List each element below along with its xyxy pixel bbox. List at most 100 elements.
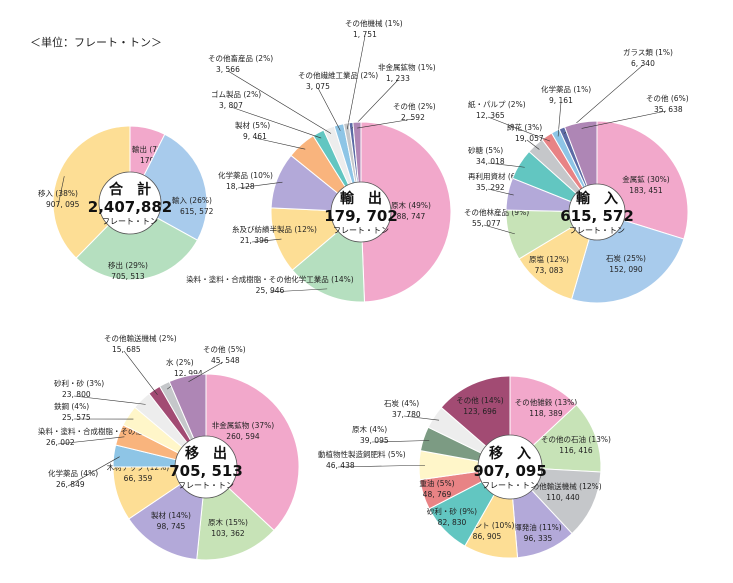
center-hole: [568, 183, 626, 241]
leader-line: [317, 87, 341, 131]
center-unit: フレート・トン: [178, 481, 234, 490]
leader-line: [487, 162, 525, 168]
slice-label: 揮発油 (11%): [514, 522, 561, 532]
slice-value: 98, 745: [157, 522, 186, 531]
slice-label: 輸入 (26%): [172, 195, 212, 205]
slice-value: 48, 769: [423, 490, 452, 499]
slice-value: 25, 575: [62, 413, 91, 422]
leader-line: [269, 288, 328, 293]
leader-line: [237, 181, 283, 189]
slice-value: 66, 359: [124, 474, 153, 483]
leader-line: [403, 415, 440, 421]
slice-value: 118, 389: [529, 409, 563, 418]
slice-value: 45, 548: [211, 356, 240, 365]
leader-line: [251, 238, 282, 243]
slice-label: その他輸送機械 (2%): [104, 333, 177, 343]
slice-value: 46, 438: [326, 461, 355, 470]
slice-label: 非金属鉱物 (37%): [212, 420, 274, 430]
slice-value: 907, 095: [46, 200, 80, 209]
slice-value: 6, 340: [631, 59, 655, 68]
slice-label: 糸及び紡績半製品 (12%): [232, 224, 317, 234]
center-hole: [330, 181, 392, 243]
slice-label: その他雑穀 (13%): [515, 397, 577, 407]
center-total: 705, 513: [169, 462, 243, 480]
pie-export: 原木 (49%) 88, 747 染料・塗料・合成樹脂・その他化学工業品 (14%)…: [186, 18, 452, 303]
slice-value: 1, 751: [353, 30, 377, 39]
leader-line: [346, 35, 366, 130]
leader-line: [371, 440, 430, 443]
pie-slice: [52, 125, 131, 259]
slice-label: 鉄鋼 (4%): [54, 401, 89, 411]
slice-value: 73, 083: [535, 266, 564, 275]
leader-line: [188, 361, 224, 383]
slice-value: 123, 696: [463, 407, 497, 416]
leader-line: [254, 137, 306, 150]
slice-label: その他機械 (1%): [345, 18, 403, 28]
leader-line: [230, 106, 322, 139]
slice-value: 21, 396: [240, 236, 269, 245]
slice-value: 1, 233: [386, 74, 410, 83]
slice-label: 移出 (29%): [108, 260, 148, 270]
slice-value: 82, 830: [438, 518, 467, 527]
leader-line: [487, 188, 514, 196]
slice-label: その他輸送機械 (12%): [524, 481, 601, 491]
slice-label: 原塩 (12%): [529, 254, 569, 264]
slice-value: 39, 095: [360, 436, 389, 445]
leader-line: [487, 116, 551, 142]
slice-value: 116, 416: [559, 446, 593, 455]
slice-value: 37, 780: [392, 410, 421, 419]
slice-value: 152, 090: [609, 265, 643, 274]
slice-value: 12, 365: [476, 111, 505, 120]
slice-label: 化学薬品 (4%): [48, 468, 98, 478]
slice-label: 紙・パルプ (2%): [468, 99, 526, 109]
slice-label: 原木 (4%): [352, 424, 387, 434]
center-title: 移 出: [185, 445, 227, 462]
slice-value: 26, 849: [56, 480, 85, 489]
leader-line: [57, 436, 125, 445]
pie-domestic-outbound: 非金属鉱物 (37%) 260, 594 原木 (15%) 103, 362 製材 (1…: [38, 333, 300, 561]
pie-slice: [518, 210, 598, 300]
center-total: 179, 702: [324, 207, 398, 225]
slice-label: 金属鉱 (30%): [622, 174, 669, 184]
slice-label: 化学薬品 (10%): [218, 170, 273, 180]
slice-value: 15, 685: [112, 345, 141, 354]
leader-line: [337, 464, 426, 468]
slice-label: 非金属鉱物 (1%): [378, 62, 436, 72]
slice-label: 原木 (49%): [391, 200, 431, 210]
slice-value: 3, 075: [306, 82, 330, 91]
slice-label: 石炭 (25%): [606, 254, 646, 263]
center-hole: [98, 171, 162, 235]
slice-label: 重油 (5%): [419, 478, 454, 488]
center-title: 合 計: [109, 181, 151, 198]
leader-line: [357, 118, 414, 129]
center-total: 907, 095: [473, 462, 547, 480]
center-title: 移 入: [489, 445, 531, 462]
center-total: 2,407,882: [88, 198, 172, 216]
center-unit: フレート・トン: [102, 217, 158, 226]
slice-value: 615, 572: [180, 207, 214, 216]
slice-label: 製材 (5%): [235, 120, 270, 130]
slice-value: 35, 292: [476, 183, 505, 192]
slice-label: 砂利・砂 (3%): [54, 378, 104, 388]
pie-slice: [75, 202, 199, 281]
slice-label: 石炭 (4%): [384, 399, 419, 408]
leader-line: [581, 110, 667, 129]
leader-line: [227, 70, 332, 134]
slice-value: 183, 451: [629, 186, 663, 195]
center-title: 輸 入: [576, 190, 618, 207]
slice-value: 3, 566: [216, 65, 240, 74]
slice-value: 55, 077: [472, 219, 501, 228]
pie-slice: [205, 373, 300, 532]
slice-value: 26, 002: [46, 438, 75, 447]
slice-label: 再利用資材 (6%): [468, 171, 526, 181]
slice-label: その他 (5%): [203, 344, 246, 354]
slice-value: 23, 800: [62, 390, 91, 399]
slice-value: 19, 057: [515, 134, 544, 143]
slice-value: 18, 128: [226, 182, 255, 191]
slice-value: 260, 594: [226, 432, 260, 441]
center-hole: [174, 435, 238, 499]
slice-label: 砂利・砂 (9%): [427, 506, 477, 516]
slice-value: 12, 994: [174, 369, 203, 378]
